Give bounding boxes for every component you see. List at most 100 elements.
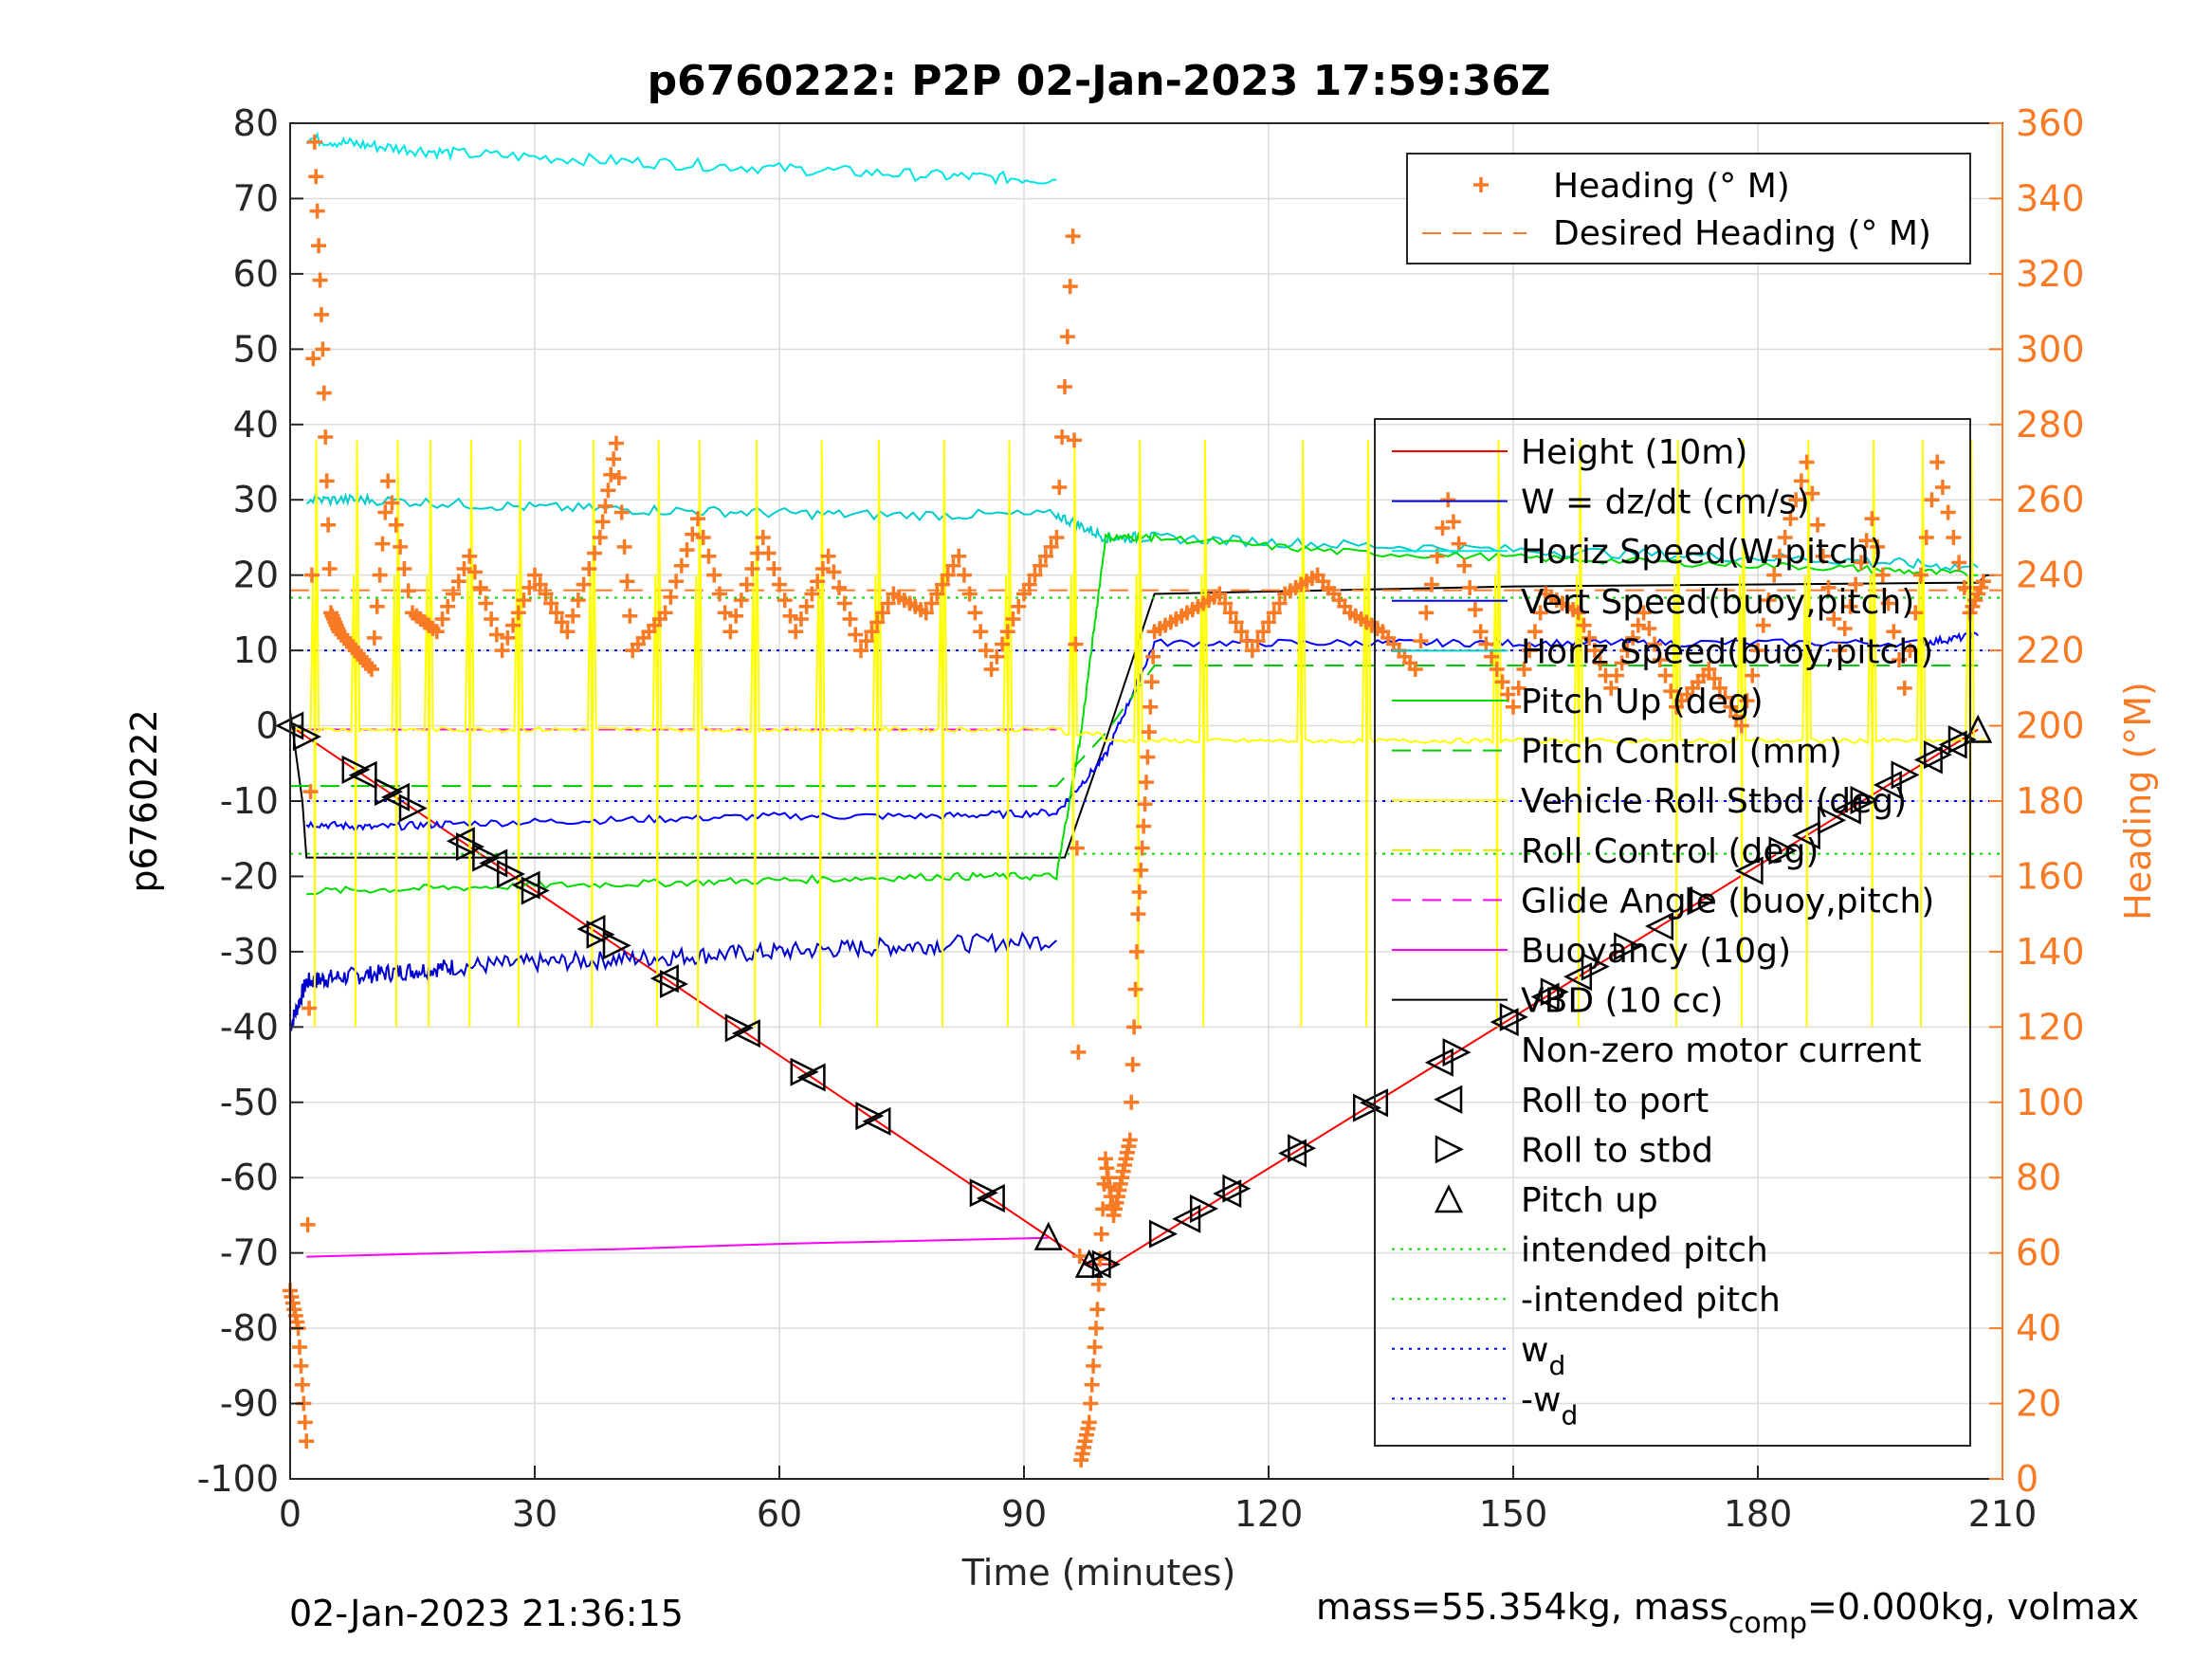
roll-stbd-marker <box>455 832 484 862</box>
x-tick-label: 90 <box>1001 1493 1047 1535</box>
heading-marker <box>1141 724 1157 740</box>
roll-stbd-marker <box>341 755 371 784</box>
heading-marker <box>798 598 814 614</box>
series-line <box>306 531 1979 896</box>
heading-marker <box>1084 1376 1100 1393</box>
roll-stbd-marker <box>1189 1194 1218 1224</box>
heading-marker <box>316 385 332 401</box>
y-tick-label-right: 120 <box>2016 1006 2085 1048</box>
heading-marker <box>1440 492 1456 508</box>
heading-marker <box>1788 492 1804 508</box>
heading-marker <box>1532 605 1548 621</box>
heading-marker <box>999 624 1015 640</box>
heading-marker <box>1212 586 1228 602</box>
heading-marker <box>597 498 613 514</box>
roll-port-marker <box>511 870 540 900</box>
heading-marker <box>989 648 1005 665</box>
heading-marker <box>1848 576 1864 592</box>
heading-marker <box>1067 432 1083 448</box>
heading-marker <box>1853 555 1869 571</box>
y-tick-label-left: -60 <box>220 1157 279 1198</box>
roll-stbd-marker <box>1687 886 1716 916</box>
legend-main-label: -wd <box>1521 1380 1578 1431</box>
heading-marker <box>484 611 500 628</box>
heading-marker <box>1083 1395 1099 1412</box>
pitch-up-marker <box>1964 714 1993 743</box>
heading-marker <box>1733 718 1749 734</box>
heading-marker <box>1913 567 1929 583</box>
heading-marker <box>701 548 717 564</box>
heading-marker <box>1870 538 1886 555</box>
roll-stbd-marker <box>521 876 550 905</box>
y-tick-label-right: 240 <box>2016 555 2085 596</box>
y-tick-label-right: 300 <box>2016 328 2085 370</box>
y-tick-label-right: 280 <box>2016 404 2085 446</box>
heading-marker <box>312 272 328 288</box>
heading-marker <box>527 567 542 583</box>
heading-marker <box>1510 680 1526 696</box>
heading-marker <box>1261 614 1276 630</box>
heading-marker <box>587 545 603 561</box>
y-tick-label-right: 320 <box>2016 253 2085 295</box>
roll-stbd-marker <box>496 860 525 889</box>
roll-stbd-marker <box>398 793 428 823</box>
heading-marker <box>1043 538 1059 555</box>
heading-marker <box>581 561 597 577</box>
heading-marker <box>1435 520 1451 537</box>
heading-marker <box>1799 454 1815 470</box>
heading-marker <box>1820 579 1837 595</box>
legend-main-label: Vert Speed(buoy,pitch) <box>1521 583 1914 622</box>
heading-marker <box>315 341 331 357</box>
roll-stbd-marker <box>1850 786 1879 815</box>
roll-port-marker <box>1645 912 1674 941</box>
roll-stbd-marker <box>855 1102 885 1131</box>
heading-marker <box>456 561 472 577</box>
heading-marker <box>695 529 711 545</box>
heading-marker <box>1858 533 1874 549</box>
y-tick-label-right: 180 <box>2016 780 2085 822</box>
axis-ticks: 0 30 60 90 120 150 180 210-100-90-80-70-60-50-4… <box>197 102 2085 1535</box>
y-axis-label-right: Heading (°M) <box>2117 682 2159 921</box>
legend-heading-symbol <box>1473 177 1489 192</box>
legend-heading: Heading (° M) Desired Heading (° M) <box>1406 153 1971 264</box>
legend-top-label: Desired Heading (° M) <box>1553 214 1931 253</box>
heading-marker <box>1093 1226 1109 1242</box>
heading-marker <box>766 561 782 577</box>
heading-marker <box>396 561 412 577</box>
heading-marker <box>1130 906 1146 922</box>
pitch-up-marker <box>1033 1221 1063 1250</box>
series-line <box>306 1236 1049 1258</box>
legend-main-box <box>1374 418 1971 1447</box>
heading-marker <box>388 517 404 533</box>
heading-marker <box>297 1414 313 1431</box>
roll-port-marker <box>576 914 606 944</box>
roll-port-marker <box>1530 982 1560 1012</box>
heading-marker <box>1005 611 1021 628</box>
y-tick-label-left: 50 <box>233 328 279 370</box>
heading-marker <box>384 495 400 511</box>
roll-port-marker <box>1791 821 1820 850</box>
heading-marker <box>472 579 488 595</box>
heading-marker <box>739 576 755 592</box>
heading-marker <box>521 579 538 595</box>
heading-marker <box>570 592 586 609</box>
legend-marker-symbol <box>1434 1085 1463 1114</box>
roll-port-marker <box>1734 856 1764 885</box>
heading-marker <box>777 592 793 609</box>
heading-marker <box>711 586 727 602</box>
roll-stbd-marker <box>659 969 688 999</box>
y-tick-label-right: 160 <box>2016 855 2085 897</box>
y-tick-label-right: 360 <box>2016 102 2085 144</box>
heading-marker <box>755 529 771 545</box>
roll-stbd-marker <box>1891 760 1920 790</box>
heading-marker <box>1140 749 1156 765</box>
roll-stbd-marker <box>472 843 502 872</box>
roll-stbd-marker <box>1614 932 1643 961</box>
heading-marker <box>1581 629 1598 646</box>
heading-marker <box>858 633 874 649</box>
heading-marker <box>1832 643 1847 659</box>
heading-marker <box>1728 708 1745 724</box>
roll-stbd-marker <box>1768 836 1798 866</box>
legend-main-label: Pitch Up (deg) <box>1521 683 1764 721</box>
heading-marker <box>1122 1132 1138 1148</box>
